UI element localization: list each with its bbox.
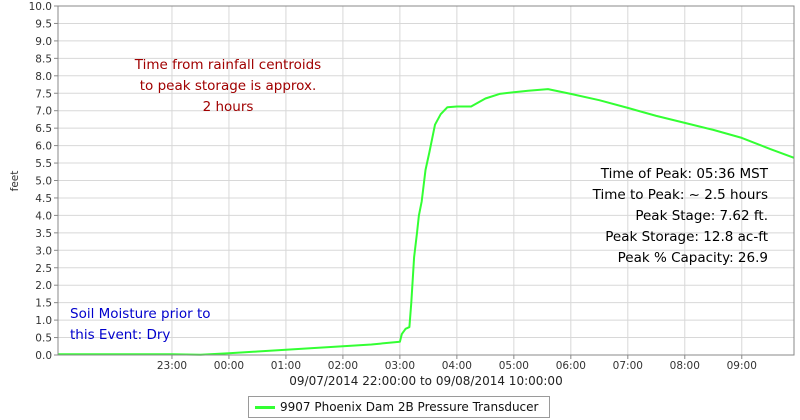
x-tick-label: 01:00: [271, 360, 301, 372]
annotation-line: Time to Peak: ~ 2.5 hours: [592, 187, 768, 203]
y-tick-label: 0.5: [35, 333, 52, 345]
annotation-line: Soil Moisture prior to: [70, 306, 211, 322]
y-tick-label: 8.5: [35, 53, 52, 65]
y-tick-label: 2.5: [35, 263, 52, 275]
y-tick-label: 4.0: [35, 210, 52, 222]
x-tick-label: 08:00: [670, 360, 700, 372]
legend: 9907 Phoenix Dam 2B Pressure Transducer: [248, 396, 550, 418]
y-tick-label: 5.5: [35, 158, 52, 170]
y-axis-label: feet: [9, 171, 21, 192]
x-tick-label: 07:00: [613, 360, 643, 372]
y-tick-label: 8.0: [35, 71, 52, 83]
y-tick-label: 9.0: [35, 36, 52, 48]
x-tick-label: 23:00: [157, 360, 187, 372]
x-axis: 23:00 00:00 01:00 02:00 03:00 04:00 05:00 06:00…: [157, 355, 757, 372]
x-axis-label: 09/07/2014 22:00:00 to 09/08/2014 10:00:…: [289, 374, 562, 388]
series-group: [58, 88, 795, 356]
plot-border: [57, 5, 795, 356]
y-tick-label: 3.5: [35, 228, 52, 240]
y-tick-label: 5.0: [35, 176, 52, 188]
annotation-line: Time of Peak: 05:36 MST: [600, 166, 769, 182]
legend-swatch: [255, 406, 275, 409]
y-tick-label: 1.0: [35, 315, 52, 327]
x-tick-label: 05:00: [499, 360, 529, 372]
annotation-line: to peak storage is approx.: [140, 78, 317, 94]
y-tick-label: 9.5: [35, 18, 52, 30]
x-tick-label: 00:00: [214, 360, 244, 372]
y-tick-label: 7.0: [35, 106, 52, 118]
y-tick-label: 0.0: [35, 350, 52, 362]
legend-label: 9907 Phoenix Dam 2B Pressure Transducer: [280, 400, 539, 414]
y-tick-label: 2.0: [35, 280, 52, 292]
y-tick-label: 6.5: [35, 123, 52, 135]
annotations: Time from rainfall centroids to peak stor…: [70, 57, 769, 343]
y-axis: 0.0 0.5 1.0 1.5 2.0 2.5 3.0 3.5 4.0 4.5 5.0 5.5 6.0 6…: [29, 1, 58, 362]
y-tick-label: 4.5: [35, 193, 52, 205]
y-tick-label: 7.5: [35, 88, 52, 100]
y-tick-label: 3.0: [35, 245, 52, 257]
x-tick-label: 04:00: [442, 360, 472, 372]
annotation-line: Peak Storage: 12.8 ac-ft: [605, 229, 768, 245]
x-tick-label: 02:00: [328, 360, 358, 372]
series-line: [58, 88, 795, 356]
annotation-line: 2 hours: [203, 99, 254, 115]
x-tick-label: 03:00: [385, 360, 415, 372]
y-tick-label: 6.0: [35, 141, 52, 153]
y-tick-label: 1.5: [35, 298, 52, 310]
x-tick-label: 06:00: [556, 360, 586, 372]
annotation-line: Time from rainfall centroids: [134, 57, 321, 73]
annotation-line: Peak Stage: 7.62 ft.: [635, 208, 768, 224]
annotation-line: Peak % Capacity: 26.9: [618, 250, 768, 266]
gridlines: [58, 5, 794, 356]
x-tick-label: 09:00: [727, 360, 757, 372]
annotation-line: this Event: Dry: [70, 327, 170, 343]
y-tick-label: 10.0: [29, 1, 52, 13]
